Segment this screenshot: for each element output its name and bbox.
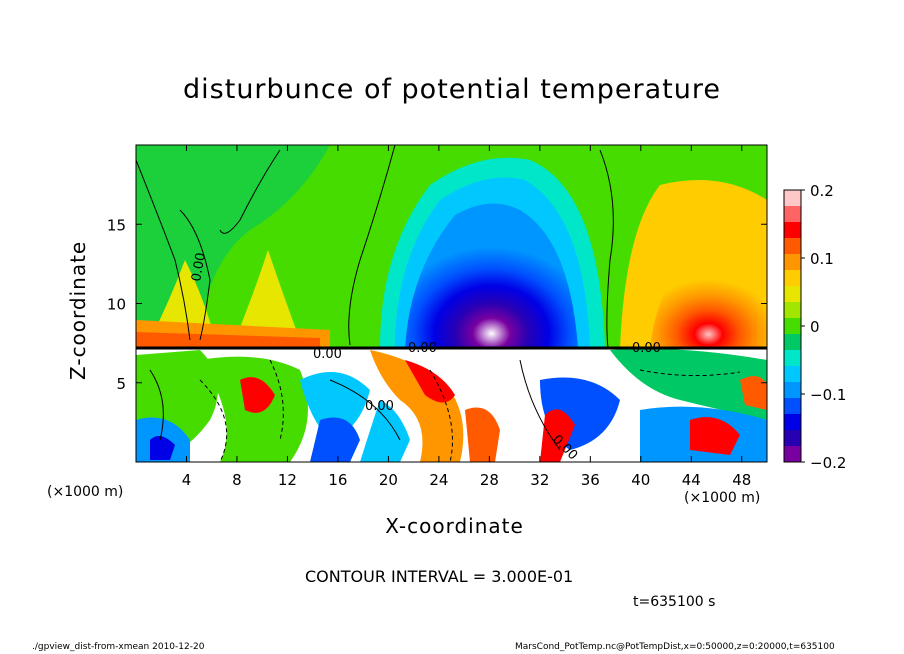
contour-label: 0.00: [189, 252, 209, 283]
colorbar-tick-label: −0.2: [810, 454, 846, 472]
chart-title: disturbunce of potential temperature: [183, 74, 721, 105]
field-region-left-warm-1: [150, 260, 215, 340]
colorbar-swatch: [784, 238, 801, 255]
x-tick-label: 24: [429, 471, 448, 489]
y-tick-label: 15: [107, 216, 126, 234]
colorbar-swatch: [784, 286, 801, 303]
field-region-left-warm-2: [235, 250, 300, 340]
contour-label: 0.00: [408, 341, 437, 356]
contour-label: 0.00: [313, 347, 342, 362]
x-tick-label: 16: [328, 471, 347, 489]
heatmap-field: [136, 145, 767, 462]
x-axis-label: X-coordinate: [385, 514, 524, 538]
footer-right: MarsCond_PotTemp.nc@PotTempDist,x=0:5000…: [515, 642, 835, 652]
colorbar-swatch: [784, 334, 801, 351]
colorbar-swatch: [784, 350, 801, 367]
x-tick-label: 32: [530, 471, 549, 489]
x-tick-label: 44: [682, 471, 701, 489]
colorbar-tick-label: 0.1: [810, 250, 834, 268]
footer-left: ./gpview_dist-from-xmean 2010-12-20: [32, 642, 205, 652]
x-tick-label: 48: [732, 471, 751, 489]
x-tick-label: 28: [480, 471, 499, 489]
time-stamp: t=635100 s: [633, 594, 716, 610]
field-region-right-warm-core: [650, 256, 767, 348]
contour-label: 0.00: [365, 399, 394, 414]
y-axis-label: Z-coordinate: [66, 240, 90, 380]
contour-label: 0.00: [632, 341, 661, 356]
colorbar-swatch: [784, 254, 801, 271]
colorbar-tick-label: −0.1: [810, 386, 846, 404]
field-region-warm-layer-core: [136, 332, 320, 348]
y-axis: 5 10 15: [107, 216, 767, 393]
colorbar: 0.2 0.1 0 −0.1 −0.2: [783, 182, 846, 472]
x-tick-label: 12: [278, 471, 297, 489]
colorbar-ticks: 0.2 0.1 0 −0.1 −0.2: [801, 182, 846, 472]
colorbar-swatch: [784, 366, 801, 383]
y-tick-label: 5: [116, 375, 126, 393]
colorbar-swatch: [784, 430, 801, 447]
colorbar-swatch: [784, 222, 801, 239]
x-tick-label: 36: [581, 471, 600, 489]
colorbar-swatch: [784, 302, 801, 319]
field-region-cold-core: [405, 203, 578, 348]
x-tick-label: 8: [232, 471, 242, 489]
x-axis-unit-right: (×1000 m): [684, 490, 761, 506]
contour-interval: CONTOUR INTERVAL = 3.000E-01: [305, 567, 574, 586]
x-tick-label: 20: [379, 471, 398, 489]
colorbar-tick-label: 0: [810, 318, 820, 336]
colorbar-swatch: [784, 190, 801, 207]
colorbar-swatch: [784, 414, 801, 431]
colorbar-swatch: [784, 398, 801, 415]
contour-lines: [136, 145, 741, 462]
colorbar-swatches: [784, 190, 801, 463]
x-axis: 4 8 12 16 20 24 28 32 36 40 44 48: [182, 145, 751, 489]
colorbar-swatch: [784, 318, 801, 335]
colorbar-swatch: [784, 382, 801, 399]
colorbar-swatch: [784, 446, 801, 463]
colorbar-tick-label: 0.2: [810, 182, 834, 200]
colorbar-swatch: [784, 206, 801, 223]
x-tick-label: 40: [631, 471, 650, 489]
x-tick-label: 4: [182, 471, 192, 489]
x-axis-unit-left: (×1000 m): [47, 484, 124, 500]
y-tick-label: 10: [107, 296, 126, 314]
colorbar-swatch: [784, 270, 801, 287]
